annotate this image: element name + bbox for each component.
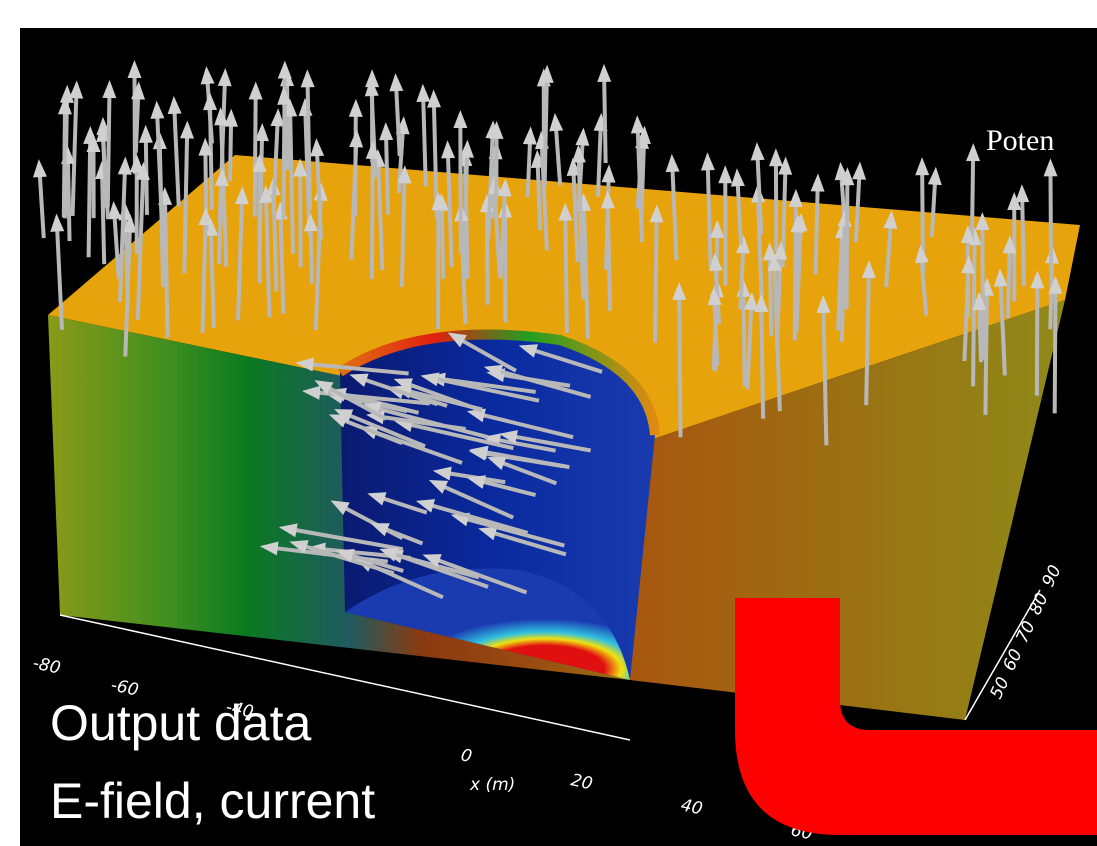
arrow-shaft — [1008, 249, 1010, 318]
arrow-shaft — [210, 106, 212, 209]
arrow-shaft — [528, 140, 530, 197]
page: {"legend_title": "Poten", "overlay_lines… — [0, 0, 1097, 846]
arrow-shaft — [979, 306, 981, 362]
overlay-line: E-field, current — [50, 773, 375, 829]
legend-title: Poten — [986, 124, 1054, 157]
arrow-shaft — [1022, 198, 1024, 286]
arrow-shaft — [655, 218, 657, 342]
arrow-shaft — [1050, 172, 1051, 270]
arrow-shaft — [255, 95, 256, 216]
arrow-shaft — [545, 79, 547, 186]
arrow-shaft — [847, 181, 848, 309]
arrow-shaft — [972, 157, 973, 241]
arrow-shaft — [608, 204, 610, 311]
arrow-shaft — [89, 140, 91, 257]
arrow-shaft — [386, 136, 388, 214]
arrow-shaft — [842, 223, 845, 342]
arrow-shaft — [714, 301, 717, 366]
arrow-shaft — [281, 215, 284, 313]
arrow-shaft — [1055, 290, 1056, 414]
arrow-shaft — [866, 274, 869, 405]
arrow-shaft — [740, 249, 743, 309]
arrow-shaft — [761, 308, 763, 419]
arrow-shaft — [211, 232, 214, 328]
arrow-shaft — [136, 95, 138, 152]
arrow-shaft — [816, 187, 818, 274]
arrow-shaft — [372, 155, 373, 279]
arrow-shaft — [64, 110, 65, 217]
arrow-shaft — [290, 112, 293, 253]
arrow-shaft — [708, 166, 711, 267]
arrow-shaft — [308, 83, 310, 210]
arrow-shaft — [679, 296, 680, 437]
arrow-shaft — [442, 207, 444, 279]
arrow-shaft — [165, 201, 168, 338]
arrow-shaft — [108, 94, 110, 207]
arrow-shaft — [565, 217, 567, 333]
arrow-shaft — [973, 241, 974, 386]
x-axis-label: x (m) — [469, 775, 515, 795]
arrow-shaft — [604, 78, 605, 163]
arrow-shaft — [743, 293, 744, 386]
arrow-shaft — [402, 179, 405, 287]
overlay-line: Output data — [50, 695, 311, 751]
arrow-shaft — [538, 164, 541, 230]
arrow-shaft — [184, 134, 187, 273]
arrow-shaft — [230, 123, 231, 182]
arrow-shaft — [102, 175, 104, 264]
arrow-shaft — [982, 226, 983, 360]
arrow-shaft — [423, 98, 426, 186]
arrow-shaft — [68, 160, 70, 241]
arrow-shaft — [598, 127, 601, 197]
arrow-shaft — [311, 227, 312, 284]
visualization: -80-60-400204060 5060708090 x (m) Poten … — [0, 0, 1097, 846]
arrow-shaft — [985, 292, 987, 415]
